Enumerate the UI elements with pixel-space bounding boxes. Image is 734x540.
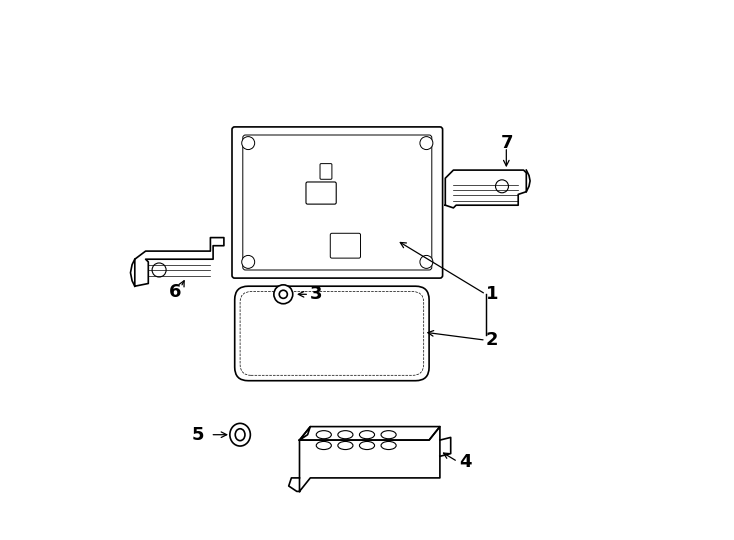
Circle shape [241, 255, 255, 268]
Circle shape [152, 263, 166, 277]
Ellipse shape [338, 431, 353, 438]
Ellipse shape [360, 442, 374, 449]
Text: 5: 5 [192, 426, 204, 444]
FancyBboxPatch shape [232, 127, 443, 278]
Ellipse shape [316, 431, 331, 438]
FancyBboxPatch shape [235, 286, 429, 381]
Ellipse shape [381, 431, 396, 438]
Ellipse shape [230, 423, 250, 446]
Ellipse shape [274, 285, 293, 303]
Text: 7: 7 [501, 134, 514, 152]
Text: 6: 6 [169, 282, 181, 301]
Text: 3: 3 [310, 285, 323, 303]
Ellipse shape [381, 442, 396, 449]
Text: 2: 2 [486, 331, 498, 349]
Circle shape [495, 180, 509, 193]
Circle shape [241, 137, 255, 150]
FancyBboxPatch shape [330, 233, 360, 258]
Ellipse shape [235, 429, 245, 441]
Ellipse shape [360, 431, 374, 438]
Ellipse shape [279, 290, 287, 298]
Ellipse shape [316, 442, 331, 449]
Circle shape [420, 255, 433, 268]
Circle shape [420, 137, 433, 150]
Ellipse shape [338, 442, 353, 449]
Text: 1: 1 [486, 285, 498, 303]
Text: 4: 4 [459, 453, 471, 471]
